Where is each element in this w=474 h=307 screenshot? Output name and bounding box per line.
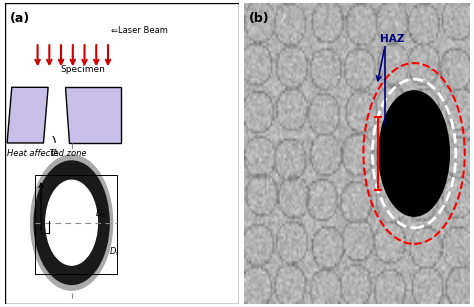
FancyBboxPatch shape — [244, 3, 469, 304]
Ellipse shape — [34, 161, 109, 284]
Ellipse shape — [46, 180, 98, 265]
Text: (b): (b) — [248, 12, 269, 25]
Text: TA: TA — [50, 149, 59, 158]
Polygon shape — [64, 87, 121, 143]
Text: (a): (a) — [9, 12, 30, 25]
Text: $D_t$: $D_t$ — [109, 245, 120, 258]
Text: Specimen: Specimen — [61, 65, 106, 74]
FancyBboxPatch shape — [5, 3, 239, 304]
Ellipse shape — [379, 91, 449, 216]
Polygon shape — [7, 87, 48, 143]
Text: $D_b$: $D_b$ — [95, 208, 107, 220]
Ellipse shape — [30, 155, 113, 290]
Text: HAZ: HAZ — [380, 34, 405, 44]
Text: Heat affected zone: Heat affected zone — [7, 149, 87, 158]
Text: ⇐Laser Beam: ⇐Laser Beam — [111, 26, 168, 35]
